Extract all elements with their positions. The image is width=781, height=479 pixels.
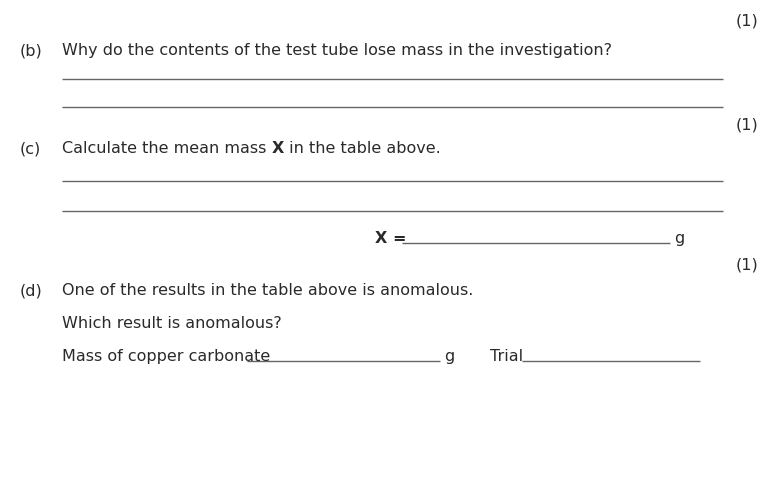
Text: Calculate the mean mass: Calculate the mean mass [62, 141, 272, 156]
Text: (d): (d) [20, 283, 43, 298]
Text: (1): (1) [735, 13, 758, 28]
Text: X: X [272, 141, 284, 156]
Text: Mass of copper carbonate: Mass of copper carbonate [62, 349, 270, 364]
Text: g: g [674, 231, 684, 246]
Text: Why do the contents of the test tube lose mass in the investigation?: Why do the contents of the test tube los… [62, 43, 612, 58]
Text: X =: X = [375, 231, 412, 246]
Text: Which result is anomalous?: Which result is anomalous? [62, 316, 282, 331]
Text: One of the results in the table above is anomalous.: One of the results in the table above is… [62, 283, 473, 298]
Text: (1): (1) [735, 257, 758, 272]
Text: Trial: Trial [490, 349, 523, 364]
Text: in the table above.: in the table above. [284, 141, 440, 156]
Text: g: g [444, 349, 455, 364]
Text: (b): (b) [20, 43, 43, 58]
Text: (1): (1) [735, 117, 758, 132]
Text: (c): (c) [20, 141, 41, 156]
